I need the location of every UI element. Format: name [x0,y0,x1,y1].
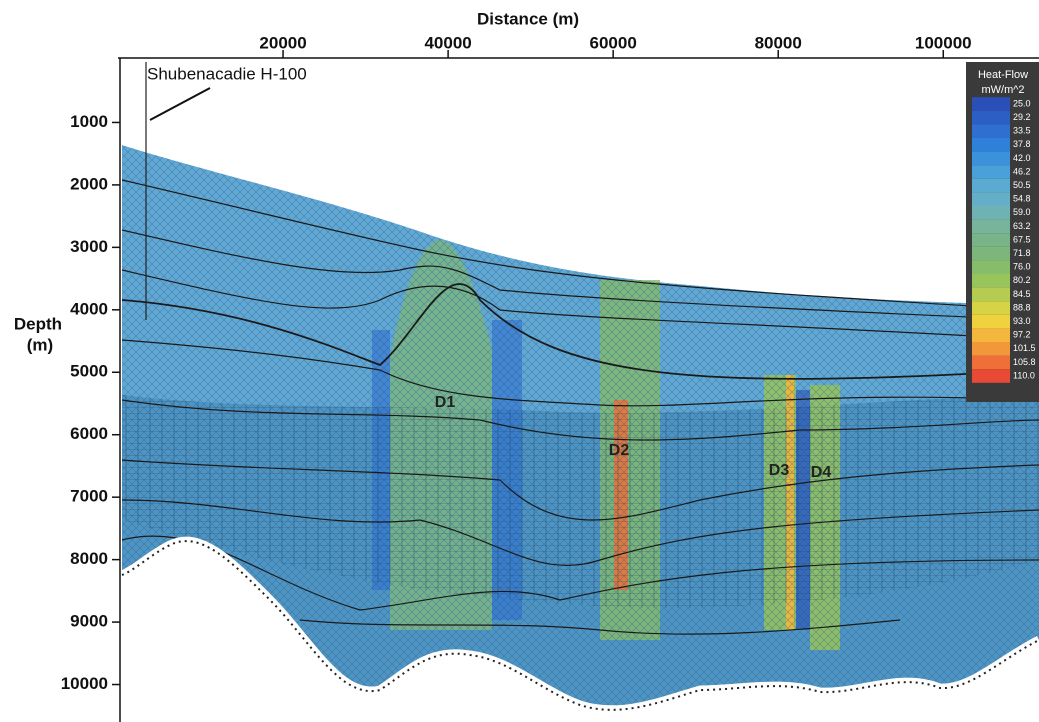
colorbar-swatch [972,247,1010,261]
well-leader [150,88,210,120]
colorbar-swatch [972,356,1010,370]
colorbar-label: 97.2 [1013,330,1031,340]
colorbar-label: 80.2 [1013,275,1031,285]
y-axis-title: Depth [14,314,62,333]
colorbar-label: 54.8 [1013,194,1031,204]
colorbar-label: 37.8 [1013,139,1031,149]
colorbar-swatch [972,97,1010,111]
colorbar-swatch [972,138,1010,152]
colorbar-swatch [972,233,1010,247]
colorbar-swatch [972,206,1010,220]
y-tick-label: 6000 [70,424,108,443]
anomaly-label: D3 [769,462,790,479]
colorbar-swatch [972,179,1010,193]
y-tick-label: 5000 [70,362,108,381]
colorbar-swatch [972,220,1010,234]
colorbar: Heat-Flow mW/m^2 25.0 29.2 33.5 37.8 42.0 46.… [966,62,1039,402]
y-tick-label: 1000 [70,112,108,131]
colorbar-swatch [972,301,1010,315]
y-tick-label: 7000 [70,487,108,506]
y-tick-label: 2000 [70,174,108,193]
colorbar-label: 25.0 [1013,98,1031,108]
colorbar-label: 110.0 [1013,370,1035,380]
x-axis-title: Distance (m) [477,9,579,28]
colorbar-label: 59.0 [1013,207,1031,217]
y-tick-label: 10000 [61,674,108,693]
colorbar-swatch [972,342,1010,356]
anomaly-label: D1 [435,394,456,411]
colorbar-swatch [972,152,1010,166]
colorbar-label: 101.5 [1013,343,1036,353]
x-tick-label: 40000 [424,33,471,52]
colorbar-label: 50.5 [1013,180,1031,190]
anomaly-label: D2 [609,442,630,459]
y-tick-label: 4000 [70,299,108,318]
colorbar-swatch [972,315,1010,329]
colorbar-swatch [972,288,1010,302]
colorbar-label: 67.5 [1013,234,1031,244]
x-tick-label: 100000 [915,33,972,52]
colorbar-label: 46.2 [1013,166,1031,176]
colorbar-title: mW/m^2 [981,84,1024,96]
well-label: Shubenacadie H-100 [147,64,307,83]
colorbar-label: 76.0 [1013,262,1031,272]
colorbar-swatch [972,328,1010,342]
x-tick-label: 60000 [590,33,637,52]
colorbar-swatch [972,192,1010,206]
colorbar-swatch [972,260,1010,274]
y-axis-title: (m) [27,335,53,354]
colorbar-label: 84.5 [1013,289,1031,299]
y-tick-label: 8000 [70,549,108,568]
colorbar-label: 93.0 [1013,316,1031,326]
colorbar-label: 88.8 [1013,302,1031,312]
colorbar-label: 33.5 [1013,126,1031,136]
anomaly-label: D4 [811,464,832,481]
chart: Distance (m) Depth (m) Shubenacadie H-10… [0,0,1039,722]
colorbar-swatch [972,124,1010,138]
x-tick-label: 20000 [259,33,306,52]
colorbar-swatch [972,274,1010,288]
colorbar-swatch [972,165,1010,179]
y-tick-label: 9000 [70,612,108,631]
section [122,62,1039,710]
colorbar-label: 71.8 [1013,248,1031,258]
y-tick-label: 3000 [70,237,108,256]
colorbar-label: 63.2 [1013,221,1031,231]
colorbar-label: 105.8 [1013,357,1036,367]
colorbar-swatch [972,111,1010,125]
colorbar-swatch [972,369,1010,383]
colorbar-label: 42.0 [1013,153,1031,163]
x-tick-label: 80000 [755,33,802,52]
colorbar-label: 29.2 [1013,112,1031,122]
colorbar-title: Heat-Flow [978,69,1028,81]
